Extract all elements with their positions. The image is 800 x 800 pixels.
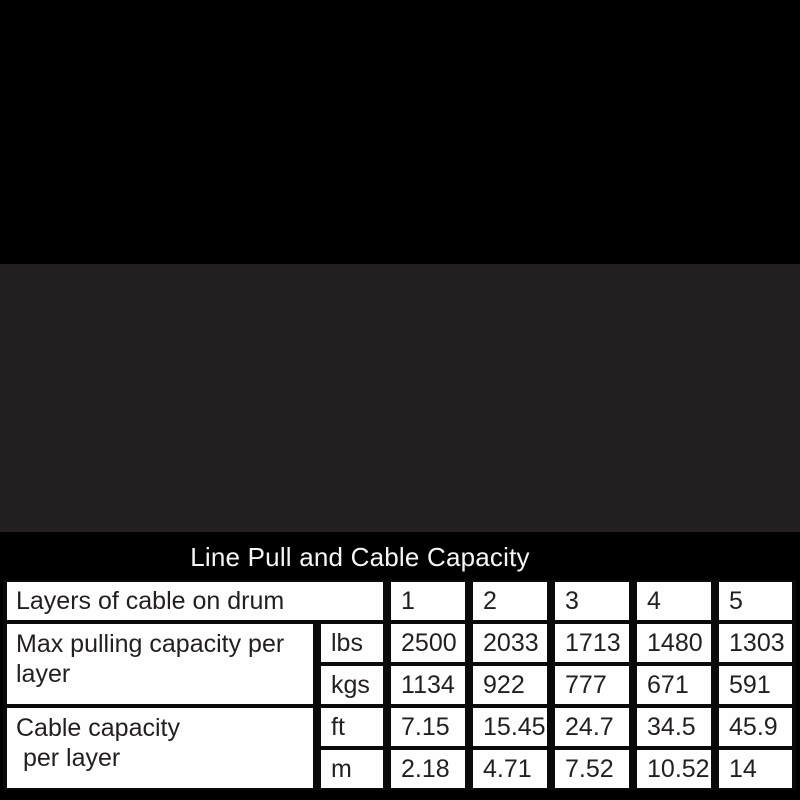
value-cell: 34.5 — [633, 706, 716, 748]
value-cell: 777 — [551, 664, 634, 706]
value-cell: 7.15 — [387, 706, 470, 748]
table-row-cable-ft: Cable capacity per layer ft 7.15 15.45 2… — [3, 706, 797, 790]
value-cell: 591 — [715, 664, 797, 706]
value-cell: 45.9 — [715, 706, 797, 748]
value-cell: 24.7 — [551, 706, 634, 748]
table-row-layers: Layers of cable on drum 1 2 3 4 5 — [3, 580, 797, 622]
table-row-pulling-lbs: Max pulling capacity per layer lbs 2500 … — [3, 622, 797, 706]
value-cell: 10.52 — [633, 748, 716, 790]
layer-number-cell: 4 — [633, 580, 716, 622]
value-cell: 4.71 — [469, 748, 552, 790]
value-cell: 7.52 — [551, 748, 634, 790]
table-panel: Line Pull and Cable Capacity Layers of c… — [0, 264, 800, 790]
value-cell: 1713 — [551, 622, 634, 664]
unit-cell: m — [317, 748, 388, 790]
unit-cell: kgs — [317, 664, 388, 706]
line-pull-capacity-table: Layers of cable on drum 1 2 3 4 5 Max pu… — [3, 580, 797, 790]
value-cell: 1303 — [715, 622, 797, 664]
value-cell: 1134 — [387, 664, 470, 706]
value-cell: 2.18 — [387, 748, 470, 790]
layers-header-cell: Layers of cable on drum — [3, 580, 388, 622]
layer-number-cell: 1 — [387, 580, 470, 622]
layer-number-cell: 5 — [715, 580, 797, 622]
value-cell: 922 — [469, 664, 552, 706]
value-cell: 1480 — [633, 622, 716, 664]
pulling-capacity-label-cell: Max pulling capacity per layer — [3, 622, 317, 706]
value-cell: 2500 — [387, 622, 470, 664]
value-cell: 15.45 — [469, 706, 552, 748]
value-cell: 2033 — [469, 622, 552, 664]
cable-capacity-label-cell: Cable capacity per layer — [3, 706, 317, 790]
table-title: Line Pull and Cable Capacity — [190, 542, 530, 572]
unit-cell: ft — [317, 706, 388, 748]
layer-number-cell: 2 — [469, 580, 552, 622]
unit-cell: lbs — [317, 622, 388, 664]
layer-number-cell: 3 — [551, 580, 634, 622]
value-cell: 671 — [633, 664, 716, 706]
table-row-cable-m: m 2.18 4.71 7.52 10.52 14 — [3, 748, 797, 790]
value-cell: 14 — [715, 748, 797, 790]
table-row-pulling-kgs: kgs 1134 922 777 671 591 — [3, 664, 797, 706]
